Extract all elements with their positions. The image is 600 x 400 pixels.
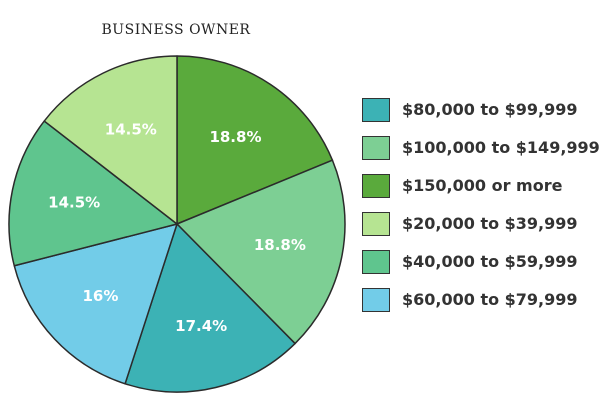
- legend-swatch: [362, 97, 390, 122]
- legend-swatch: [362, 249, 390, 274]
- pie-slice-100-000-to-149-999: [176, 159, 346, 345]
- legend-item-20-000-to-39-999: $20,000 to $39,999: [362, 205, 598, 242]
- slice-label-60-000-to-79-999: 16%: [83, 287, 119, 305]
- pie-slice-150-000-or-more: [176, 55, 334, 225]
- slice-label-20-000-to-39-999: 14.5%: [105, 121, 157, 139]
- legend-label: $100,000 to $149,999: [402, 138, 600, 157]
- legend-swatch: [362, 173, 390, 198]
- slice-label-150-000-or-more: 18.8%: [209, 128, 261, 146]
- slice-label-80-000-to-99-999: 17.4%: [175, 317, 227, 335]
- legend-item-40-000-to-59-999: $40,000 to $59,999: [362, 243, 598, 280]
- legend-label: $20,000 to $39,999: [402, 214, 578, 233]
- legend-swatch: [362, 287, 390, 312]
- legend-item-150-000-or-more: $150,000 or more: [362, 167, 598, 204]
- legend: $80,000 to $99,999 $100,000 to $149,999 $1…: [362, 91, 600, 319]
- legend-item-80-000-to-99-999: $80,000 to $99,999: [362, 91, 598, 128]
- slice-label-40-000-to-59-999: 14.5%: [48, 194, 100, 212]
- legend-label: $60,000 to $79,999: [402, 290, 578, 309]
- pie-slice-60-000-to-79-999: [13, 223, 178, 385]
- legend-swatch: [362, 211, 390, 236]
- pie-slice-20-000-to-39-999: [43, 55, 178, 225]
- legend-label: $40,000 to $59,999: [402, 252, 578, 271]
- legend-swatch: [362, 135, 390, 160]
- legend-item-60-000-to-79-999: $60,000 to $79,999: [362, 281, 598, 318]
- pie-slice-80-000-to-99-999: [124, 223, 296, 393]
- chart-title: BUSINESS OWNER: [101, 22, 251, 38]
- legend-item-100-000-to-149-999: $100,000 to $149,999: [362, 129, 600, 166]
- legend-label: $80,000 to $99,999: [402, 100, 578, 119]
- legend-label: $150,000 or more: [402, 176, 563, 195]
- pie-slice-40-000-to-59-999: [8, 120, 178, 267]
- slice-label-100-000-to-149-999: 18.8%: [254, 236, 306, 254]
